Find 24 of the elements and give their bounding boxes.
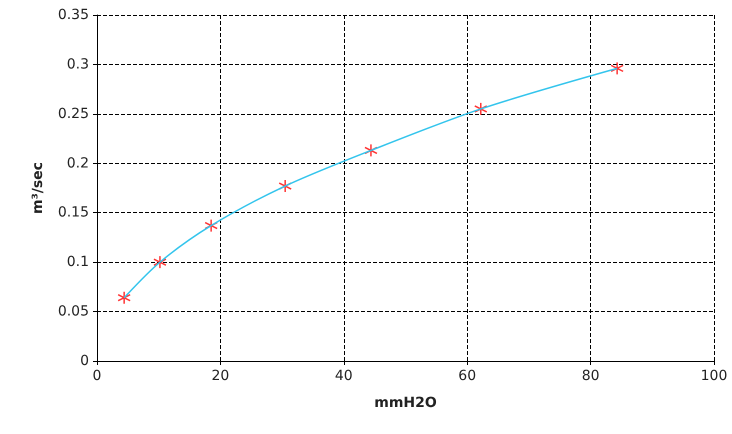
point: [204, 218, 218, 232]
y-tick-label: 0.1: [66, 254, 89, 270]
x-tick-label: 0: [92, 368, 102, 384]
x-tick-label: 80: [582, 368, 600, 384]
x-axis-title: mmH2O: [374, 395, 437, 411]
y-axis-title: m³/sec: [30, 162, 46, 214]
point: [474, 102, 488, 116]
x-tick-label: 100: [700, 368, 728, 384]
x-tick-label: 40: [334, 368, 353, 384]
point: [153, 255, 167, 269]
point: [278, 179, 292, 193]
y-tick-label: 0.25: [58, 106, 89, 122]
x-tick-label: 60: [458, 368, 476, 384]
line-series: [123, 68, 618, 298]
y-tick-label: 0.3: [66, 56, 89, 72]
y-tick-label: 0.15: [58, 204, 89, 221]
y-tick-label: 0: [80, 353, 89, 369]
point: [117, 290, 131, 304]
y-tick-label: 0.2: [66, 155, 89, 172]
point: [610, 62, 624, 76]
x-tick-label: 20: [211, 368, 230, 384]
point: [364, 144, 378, 158]
y-tick-label: 0.35: [58, 7, 89, 23]
y-tick-label: 0.05: [58, 304, 89, 320]
